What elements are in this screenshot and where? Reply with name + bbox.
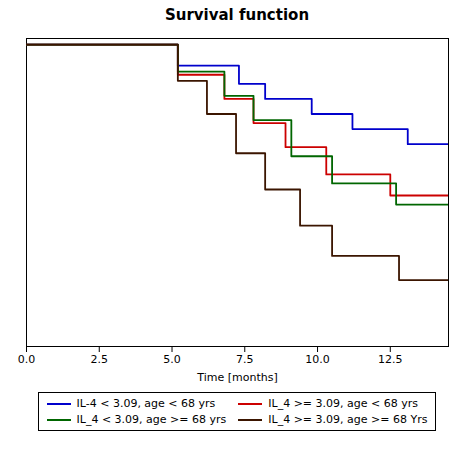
svg-text:Time [months]: Time [months] [196, 371, 277, 384]
html-text:IL_4 >= 3.09, age >= 68 Yrs: IL_4 >= 3.09, age >= 68 Yrs [268, 413, 428, 426]
svg-text:2.5: 2.5 [91, 353, 109, 366]
html-text:IL_4 < 3.09, age >= 68 yrs: IL_4 < 3.09, age >= 68 yrs [76, 413, 227, 426]
html-text:IL-4 < 3.09, age < 68 yrs: IL-4 < 3.09, age < 68 yrs [76, 397, 216, 410]
svg-text:0.0: 0.0 [18, 353, 36, 366]
svg-text:10.0: 10.0 [305, 353, 330, 366]
html-text:Survival function: Survival function [164, 6, 310, 24]
html-text:IL_4 >= 3.09, age < 68 yrs: IL_4 >= 3.09, age < 68 yrs [268, 397, 418, 410]
svg-text:5.0: 5.0 [163, 353, 181, 366]
svg-text:7.5: 7.5 [236, 353, 254, 366]
svg-text:12.5: 12.5 [378, 353, 403, 366]
